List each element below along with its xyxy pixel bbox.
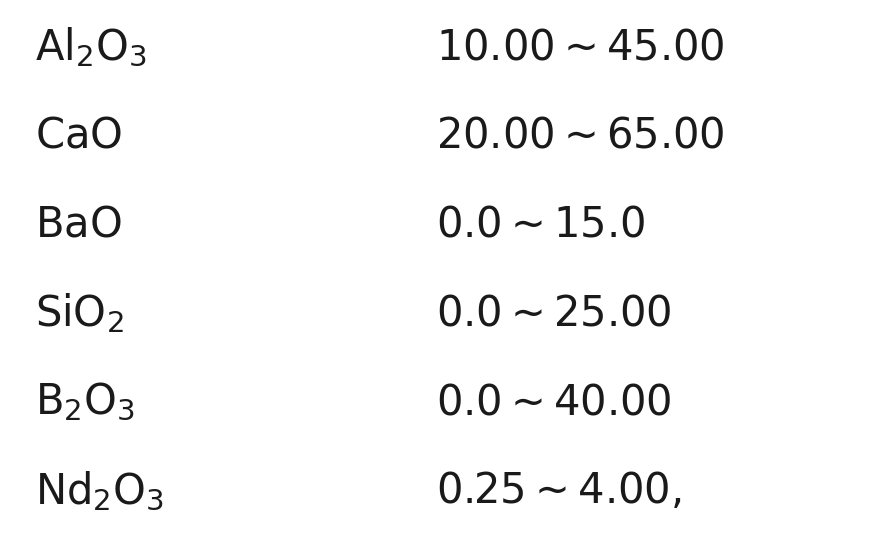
Text: $\mathrm{Nd_2O_3}$: $\mathrm{Nd_2O_3}$ xyxy=(35,470,164,513)
Text: $\mathrm{SiO_2}$: $\mathrm{SiO_2}$ xyxy=(35,291,124,336)
Text: $0.25{\sim}4.00,$: $0.25{\sim}4.00,$ xyxy=(436,470,681,512)
Text: $\mathrm{Al_2O_3}$: $\mathrm{Al_2O_3}$ xyxy=(35,26,146,69)
Text: $10.00{\sim}45.00$: $10.00{\sim}45.00$ xyxy=(436,26,725,68)
Text: $0.0{\sim}40.00$: $0.0{\sim}40.00$ xyxy=(436,381,671,423)
Text: $20.00{\sim}65.00$: $20.00{\sim}65.00$ xyxy=(436,115,725,157)
Text: $\mathrm{BaO}$: $\mathrm{BaO}$ xyxy=(35,204,121,246)
Text: $\mathrm{B_2O_3}$: $\mathrm{B_2O_3}$ xyxy=(35,381,135,423)
Text: $0.0{\sim}25.00$: $0.0{\sim}25.00$ xyxy=(436,292,671,335)
Text: $\mathrm{CaO}$: $\mathrm{CaO}$ xyxy=(35,115,122,157)
Text: $0.0{\sim}15.0$: $0.0{\sim}15.0$ xyxy=(436,204,645,246)
